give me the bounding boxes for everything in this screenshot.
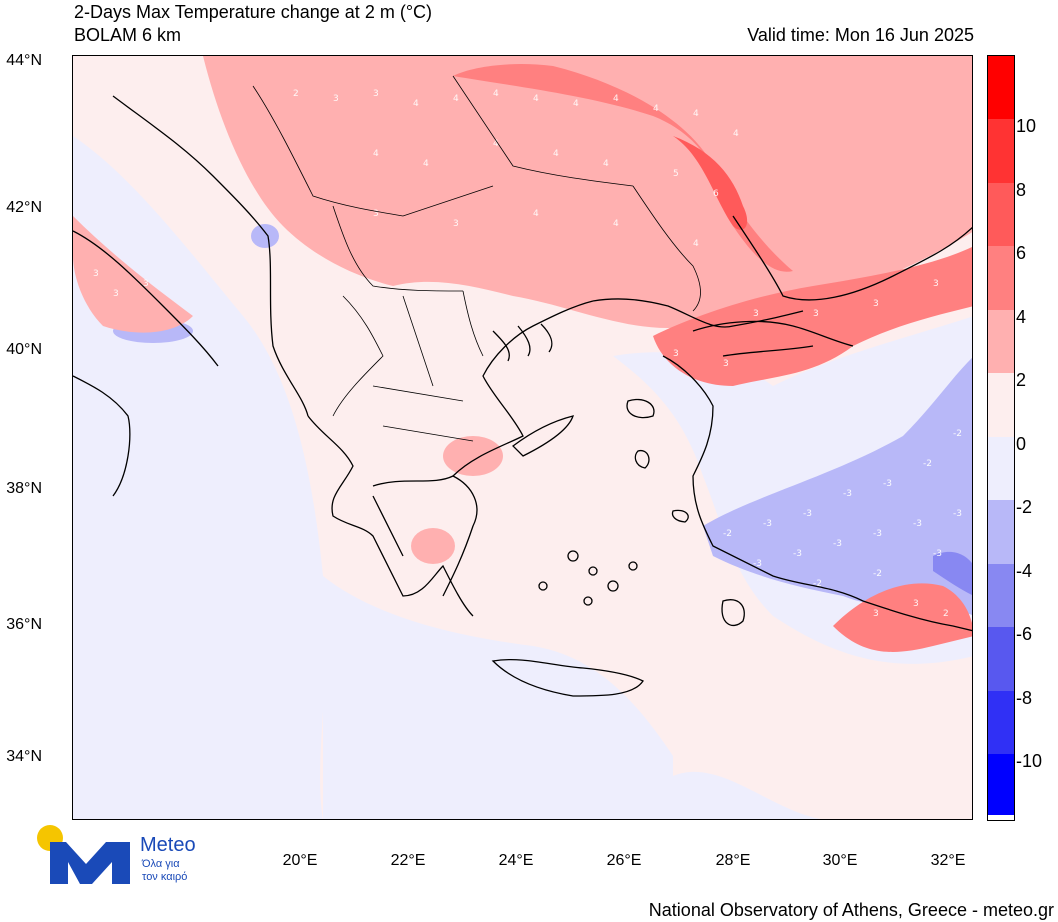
svg-text:-3: -3 bbox=[873, 529, 882, 539]
model-name: BOLAM 6 km bbox=[74, 25, 182, 45]
colorbar-label: 6 bbox=[1016, 243, 1027, 263]
colorbar-segment bbox=[988, 119, 1014, 183]
lon-label-20E: 20°E bbox=[282, 852, 318, 869]
svg-text:-3: -3 bbox=[843, 489, 852, 499]
svg-text:-3: -3 bbox=[953, 509, 962, 519]
svg-text:4: 4 bbox=[453, 94, 459, 104]
valid-time: Valid time: Mon 16 Jun 2025 bbox=[747, 25, 974, 45]
lon-label-30E: 30°E bbox=[822, 852, 858, 869]
svg-text:3: 3 bbox=[673, 349, 679, 359]
svg-text:4: 4 bbox=[413, 99, 419, 109]
svg-text:-3: -3 bbox=[833, 539, 842, 549]
lon-label-32E: 32°E bbox=[930, 852, 966, 869]
svg-text:-2: -2 bbox=[923, 459, 932, 469]
svg-text:-3: -3 bbox=[753, 559, 762, 569]
logo-name: Meteo bbox=[140, 834, 196, 856]
svg-text:3: 3 bbox=[373, 209, 379, 219]
svg-text:5: 5 bbox=[673, 169, 679, 179]
logo-tagline-line2: τον καιρό bbox=[142, 871, 188, 883]
svg-text:3: 3 bbox=[933, 279, 939, 289]
svg-text:-3: -3 bbox=[913, 519, 922, 529]
svg-text:3: 3 bbox=[813, 309, 819, 319]
lat-label-42N: 42°N bbox=[6, 199, 42, 216]
svg-text:-3: -3 bbox=[803, 509, 812, 519]
colorbar-segment bbox=[988, 564, 1014, 627]
svg-text:3: 3 bbox=[333, 94, 339, 104]
svg-text:4: 4 bbox=[493, 139, 499, 149]
colorbar-segment bbox=[988, 246, 1014, 310]
colorbar-segment bbox=[988, 183, 1014, 246]
svg-text:4: 4 bbox=[653, 104, 659, 114]
svg-text:-3: -3 bbox=[763, 519, 772, 529]
svg-text:3: 3 bbox=[453, 219, 459, 229]
svg-text:-2: -2 bbox=[723, 529, 732, 539]
lon-label-24E: 24°E bbox=[498, 852, 534, 869]
svg-text:4: 4 bbox=[423, 159, 429, 169]
svg-text:3: 3 bbox=[143, 279, 149, 289]
svg-text:4: 4 bbox=[733, 129, 739, 139]
colorbar-segment bbox=[988, 310, 1014, 373]
colorbar-label: 8 bbox=[1016, 180, 1027, 200]
colorbar-segment bbox=[988, 754, 1014, 815]
svg-text:3: 3 bbox=[113, 289, 119, 299]
svg-text:4: 4 bbox=[493, 89, 499, 99]
svg-text:-3: -3 bbox=[793, 549, 802, 559]
svg-text:3: 3 bbox=[873, 299, 879, 309]
svg-text:-2: -2 bbox=[873, 569, 882, 579]
lon-label-26E: 26°E bbox=[606, 852, 642, 869]
svg-text:-3: -3 bbox=[883, 479, 892, 489]
map-title: 2-Days Max Temperature change at 2 m (°C… bbox=[74, 2, 433, 22]
svg-text:3: 3 bbox=[373, 89, 379, 99]
colorbar-label: 2 bbox=[1016, 370, 1027, 390]
footer-credit: National Observatory of Athens, Greece -… bbox=[648, 900, 1054, 920]
colorbar-segment bbox=[988, 500, 1014, 564]
svg-text:4: 4 bbox=[693, 109, 699, 119]
svg-text:3: 3 bbox=[913, 599, 919, 609]
svg-text:4: 4 bbox=[613, 219, 619, 229]
colorbar bbox=[987, 55, 1015, 821]
colorbar-segment bbox=[988, 691, 1014, 754]
svg-text:2: 2 bbox=[943, 609, 949, 619]
svg-text:4: 4 bbox=[533, 209, 539, 219]
meteo-logo-icon bbox=[37, 825, 130, 884]
lat-label-44N: 44°N bbox=[6, 52, 42, 69]
svg-text:4: 4 bbox=[693, 239, 699, 249]
svg-text:4: 4 bbox=[613, 94, 619, 104]
lat-label-40N: 40°N bbox=[6, 341, 42, 358]
svg-text:6: 6 bbox=[713, 189, 719, 199]
logo-tagline: Όλα για τον καιρό bbox=[142, 858, 187, 884]
svg-text:3: 3 bbox=[753, 309, 759, 319]
svg-text:4: 4 bbox=[373, 149, 379, 159]
svg-text:2: 2 bbox=[293, 89, 299, 99]
svg-text:4: 4 bbox=[603, 159, 609, 169]
colorbar-label: -2 bbox=[1016, 497, 1033, 517]
svg-text:4: 4 bbox=[553, 149, 559, 159]
lat-label-36N: 36°N bbox=[6, 616, 42, 633]
lon-label-22E: 22°E bbox=[390, 852, 426, 869]
svg-text:-3: -3 bbox=[933, 549, 942, 559]
lat-label-34N: 34°N bbox=[6, 748, 42, 765]
colorbar-label: 4 bbox=[1016, 307, 1027, 327]
colorbar-label: -4 bbox=[1016, 561, 1033, 581]
colorbar-segment bbox=[988, 373, 1014, 437]
lon-label-28E: 28°E bbox=[715, 852, 751, 869]
colorbar-label: -8 bbox=[1016, 688, 1033, 708]
logo-tagline-line1: Όλα για bbox=[142, 858, 180, 870]
svg-text:-2: -2 bbox=[953, 429, 962, 439]
lat-label-38N: 38°N bbox=[6, 480, 42, 497]
colorbar-segment bbox=[988, 437, 1014, 500]
svg-text:4: 4 bbox=[533, 94, 539, 104]
svg-text:-2: -2 bbox=[813, 579, 822, 589]
colorbar-label: 10 bbox=[1016, 116, 1037, 136]
colorbar-segment bbox=[988, 627, 1014, 691]
colorbar-label: -6 bbox=[1016, 624, 1033, 644]
colorbar-label: 0 bbox=[1016, 434, 1027, 454]
colorbar-segment bbox=[988, 56, 1014, 119]
colorbar-label: -10 bbox=[1016, 751, 1043, 771]
svg-text:3: 3 bbox=[873, 609, 879, 619]
svg-text:3: 3 bbox=[93, 269, 99, 279]
svg-text:4: 4 bbox=[573, 99, 579, 109]
svg-text:3: 3 bbox=[723, 359, 729, 369]
